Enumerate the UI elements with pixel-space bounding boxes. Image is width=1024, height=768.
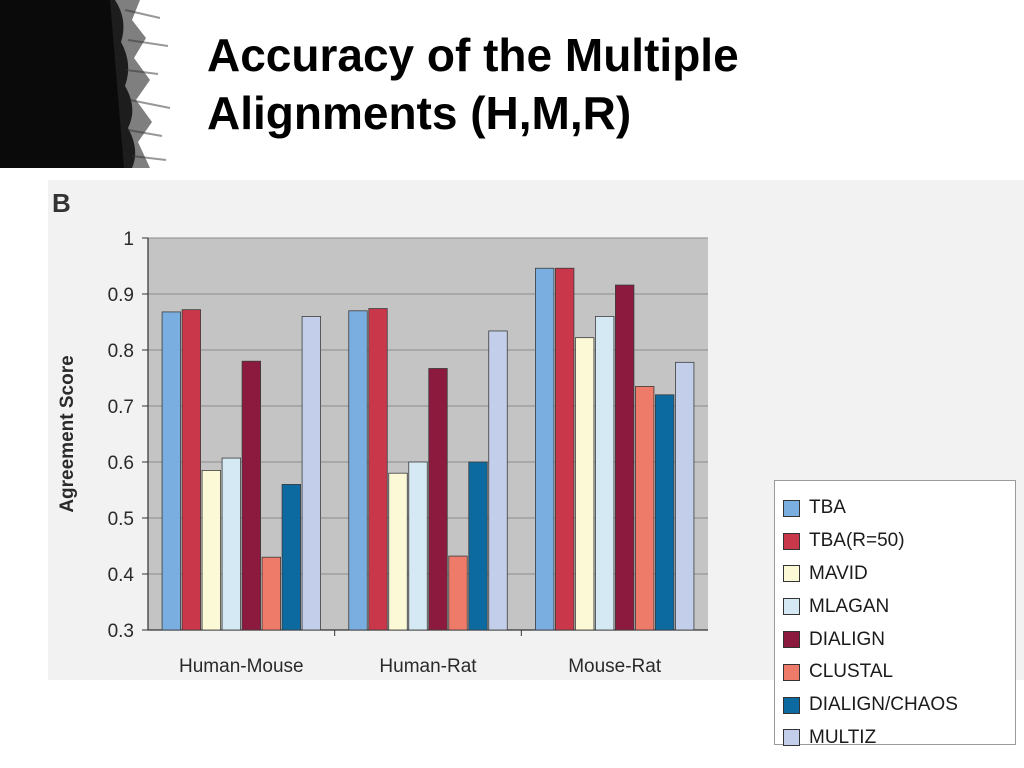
y-tick-label: 1 — [123, 229, 134, 250]
legend-label: TBA(R=50) — [809, 530, 905, 552]
y-tick-label: 0.6 — [108, 453, 134, 474]
legend-label: MLAGAN — [809, 595, 890, 617]
y-tick-label: 0.9 — [108, 285, 134, 306]
bar — [161, 311, 181, 631]
x-category-label: Human-Rat — [379, 656, 477, 677]
agreement-score-bar-chart: B 0.3 0.4 0.5 0.6 0.7 0.8 0.9 1 Agreement Score Hu… — [52, 188, 708, 677]
slide-title: Accuracy of the Multiple Alignments (H,M… — [207, 26, 987, 142]
legend-item: CLUSTAL — [783, 656, 1015, 689]
legend-label: TBA — [809, 497, 846, 519]
bar — [555, 267, 575, 631]
y-tick-label: 0.7 — [108, 397, 134, 418]
y-tick-label: 0.8 — [108, 341, 134, 362]
legend-label: DIALIGN — [809, 628, 886, 650]
x-category-label: Mouse-Rat — [568, 656, 662, 677]
y-tick-label: 0.4 — [108, 565, 135, 586]
legend-swatch — [783, 696, 800, 714]
slide-title-line-2: Alignments (H,M,R) — [207, 87, 632, 139]
bar — [201, 469, 221, 631]
bar — [301, 315, 321, 631]
legend-item: MLAGAN — [783, 590, 1015, 623]
bar — [635, 385, 655, 631]
plot-area — [148, 238, 708, 630]
bar — [221, 457, 241, 631]
legend-swatch — [783, 598, 800, 616]
legend-item: MULTIZ — [783, 722, 1015, 755]
bar — [615, 284, 635, 631]
bar — [448, 555, 468, 631]
bar — [281, 483, 301, 631]
figure-panel: B 0.3 0.4 0.5 0.6 0.7 0.8 0.9 1 Agreement Score Hu… — [48, 180, 1024, 748]
y-axis-label: Agreement Score — [57, 355, 78, 512]
bar — [675, 361, 695, 631]
legend-label: MULTIZ — [809, 726, 877, 748]
bar — [368, 308, 388, 631]
bar — [595, 315, 615, 631]
legend-swatch — [783, 532, 800, 550]
x-category-label: Human-Mouse — [179, 656, 304, 677]
legend-item: MAVID — [783, 558, 1015, 591]
bar — [655, 394, 675, 631]
legend-swatch — [783, 663, 800, 681]
panel-label: B — [52, 188, 71, 218]
corner-texture-image — [0, 0, 175, 168]
bar — [428, 368, 448, 631]
bar — [488, 330, 508, 631]
y-tick-label: 0.5 — [108, 509, 134, 530]
legend-label: MAVID — [809, 562, 868, 584]
bar — [408, 461, 428, 631]
legend-swatch — [783, 631, 800, 649]
slide-title-line-1: Accuracy of the Multiple — [207, 29, 739, 81]
legend-item: TBA — [783, 492, 1015, 525]
y-tick-label: 0.3 — [108, 621, 134, 642]
bar — [388, 472, 408, 631]
legend-swatch — [783, 729, 800, 747]
bar — [575, 337, 595, 631]
legend-swatch — [783, 499, 800, 517]
legend-label: CLUSTAL — [809, 661, 894, 683]
legend-swatch — [783, 565, 800, 583]
bar — [468, 461, 488, 631]
chart-legend: TBA TBA(R=50) MAVID MLAGAN DIALIGN CLUSTAL DIA… — [774, 480, 1016, 748]
bar — [181, 309, 201, 631]
bar — [241, 360, 261, 631]
legend-item: TBA(R=50) — [783, 525, 1015, 558]
bar — [535, 267, 555, 631]
bar — [348, 310, 368, 631]
legend-label: DIALIGN/CHAOS — [809, 694, 958, 716]
bar — [261, 556, 281, 631]
legend-item: DIALIGN — [783, 623, 1015, 656]
legend-item: DIALIGN/CHAOS — [783, 689, 1015, 722]
